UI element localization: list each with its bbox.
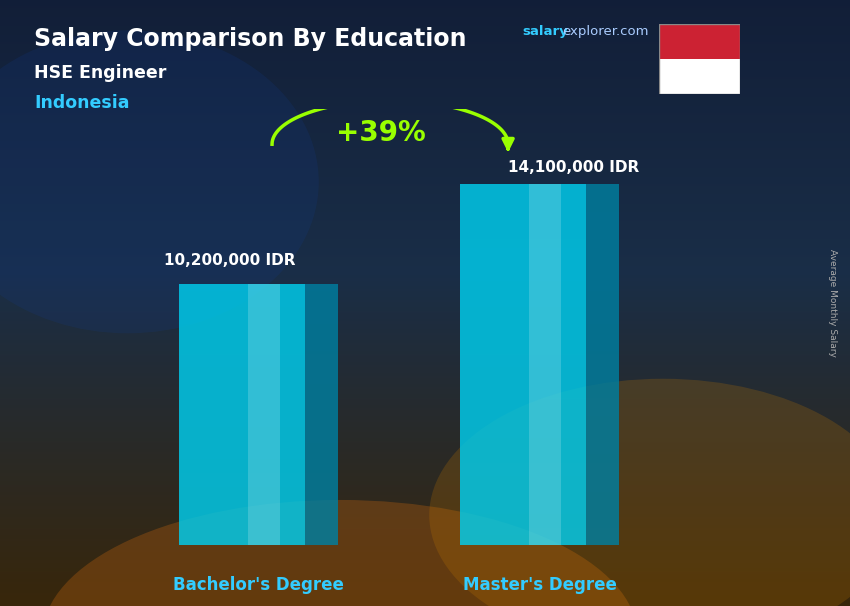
Ellipse shape <box>42 500 638 606</box>
Ellipse shape <box>0 30 319 333</box>
Text: Master's Degree: Master's Degree <box>463 576 617 594</box>
Polygon shape <box>586 184 620 545</box>
Polygon shape <box>530 184 561 545</box>
Text: explorer.com: explorer.com <box>563 25 649 38</box>
Text: Bachelor's Degree: Bachelor's Degree <box>173 576 344 594</box>
Text: salary: salary <box>523 25 569 38</box>
Text: +39%: +39% <box>336 119 426 147</box>
Text: 14,100,000 IDR: 14,100,000 IDR <box>507 160 639 175</box>
Text: Indonesia: Indonesia <box>34 94 129 112</box>
Text: HSE Engineer: HSE Engineer <box>34 64 167 82</box>
Polygon shape <box>461 184 586 545</box>
Bar <box>659 59 740 94</box>
Polygon shape <box>248 284 280 545</box>
Polygon shape <box>305 284 338 545</box>
Ellipse shape <box>429 379 850 606</box>
Text: 10,200,000 IDR: 10,200,000 IDR <box>164 253 295 268</box>
Polygon shape <box>179 284 305 545</box>
Text: Average Monthly Salary: Average Monthly Salary <box>828 249 837 357</box>
Text: Salary Comparison By Education: Salary Comparison By Education <box>34 27 467 52</box>
Bar <box>659 24 740 59</box>
